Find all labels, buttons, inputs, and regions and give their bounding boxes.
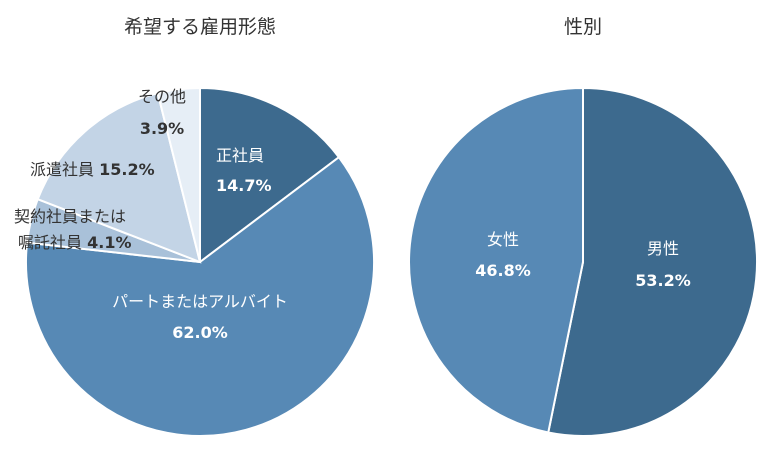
slice-haken: [36, 91, 202, 264]
slice-label-male: 男性: [647, 239, 679, 258]
slice-label-contract-line2-group: 嘱託社員 4.1%: [18, 233, 131, 252]
slice-value-haken: 15.2%: [99, 160, 155, 179]
slice-label-other: その他: [138, 87, 186, 106]
pie-slices-employment: [25, 86, 375, 437]
slice-value-other: 3.9%: [140, 119, 184, 138]
slice-male: [547, 86, 759, 437]
slice-value-part-time: 62.0%: [172, 323, 228, 342]
slice-label-female: 女性: [487, 230, 519, 249]
chart-title-employment: 希望する雇用形態: [124, 16, 276, 38]
slice-value-seishain: 14.7%: [216, 176, 272, 195]
slice-value-female: 46.8%: [475, 261, 531, 280]
pie-chart-employment: 希望する雇用形態 正社員 14.7% パートまたはアルバイト 62.0% 契約社…: [14, 16, 375, 437]
slice-other: [156, 86, 201, 263]
slice-label-contract-line2: 嘱託社員: [18, 233, 82, 252]
slice-value-male: 53.2%: [635, 271, 691, 290]
slice-label-part-time: パートまたはアルバイト: [112, 292, 288, 311]
slice-part-time: [25, 155, 375, 437]
slice-label-haken-group: 派遣社員 15.2%: [30, 160, 155, 179]
slice-female: [408, 86, 584, 434]
slice-seishain: [199, 86, 341, 265]
pie-chart-gender: 性別 男性 53.2% 女性 46.8%: [408, 16, 759, 437]
slice-label-contract-line1: 契約社員または: [14, 207, 126, 226]
slice-value-contract: 4.1%: [87, 233, 131, 252]
slice-label-haken: 派遣社員: [30, 160, 94, 179]
slice-label-seishain: 正社員: [216, 146, 264, 165]
chart-title-gender: 性別: [564, 16, 602, 38]
pie-slices-gender: [408, 86, 759, 437]
